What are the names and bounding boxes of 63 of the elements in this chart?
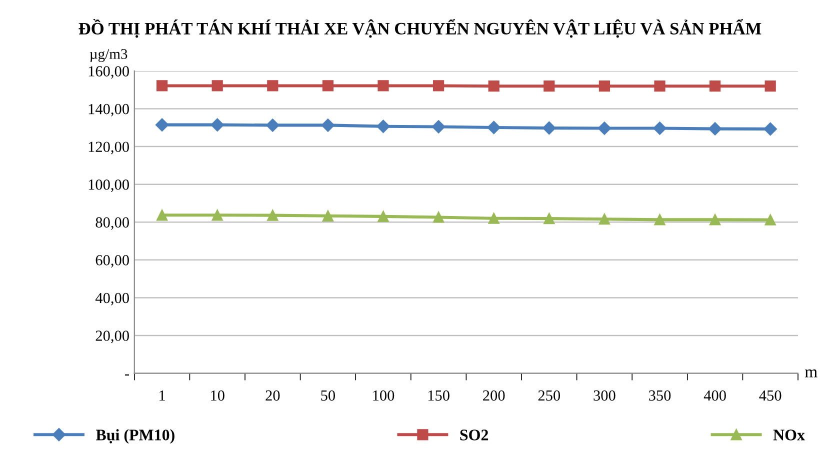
x-tick-label: 100 [373,390,394,401]
point [654,80,666,92]
point [487,120,500,134]
point [378,210,389,222]
point [544,212,555,224]
y-tick-label: 20,00 [96,330,129,344]
point [654,214,666,226]
legend-label: Bụi (PM10) [96,429,174,444]
point [267,80,278,92]
point [653,122,666,135]
x-tick-label: 50 [321,390,336,401]
point [432,80,444,92]
x-tick-label: 1 [160,390,165,401]
y-tick-label: 80,00 [96,217,129,230]
x-tick-label: 300 [594,390,616,401]
point [266,118,280,132]
chart-title: ĐỒ THỊ PHÁT TÁN KHÍ THẢI XE VẬN CHUYỂN NGUYÊN VẬT LIỆU VÀ SẢN PHẨM [78,18,762,38]
point [267,210,278,221]
point [212,210,223,221]
x-tick-label: 150 [428,390,450,401]
x-tick-label: 10 [211,390,224,401]
point [764,214,776,226]
x-tick-label: 350 [649,390,671,401]
point [212,80,223,92]
point [598,214,610,225]
point [764,80,776,92]
point [764,122,777,136]
x-axis-title: m [804,369,818,378]
y-tick-label: 60,00 [96,255,129,268]
point [598,122,612,135]
point [708,122,722,136]
point [709,214,721,226]
y-tick-label: 160,00 [88,66,129,79]
y-tick-label: 140,00 [88,104,129,116]
point [155,118,169,132]
point [542,121,556,135]
point [544,80,555,92]
point [321,118,335,132]
x-tick-label: 250 [538,390,560,401]
point [432,212,444,223]
point [488,212,500,224]
y-tick-label: 40,00 [95,292,129,306]
point [598,80,610,92]
y-axis-title: µg/m3 [90,49,128,62]
point [432,120,446,134]
point [488,80,500,92]
y-tick-label: 120,00 [88,142,129,154]
point [376,120,390,133]
legend-label: SO2 [460,430,488,440]
y-tick-label: 100,00 [88,179,129,192]
point [378,80,389,92]
y-tick-label: - [125,374,129,376]
x-tick-label: 450 [759,390,782,401]
x-tick-label: 400 [704,390,726,401]
x-tick-label: 20 [266,390,280,401]
point [709,80,721,92]
point [322,210,334,222]
legend-label: NOx [773,430,805,440]
point [156,210,168,221]
point [156,80,168,92]
point [210,118,224,132]
x-tick-label: 200 [483,390,505,401]
point [322,80,334,92]
